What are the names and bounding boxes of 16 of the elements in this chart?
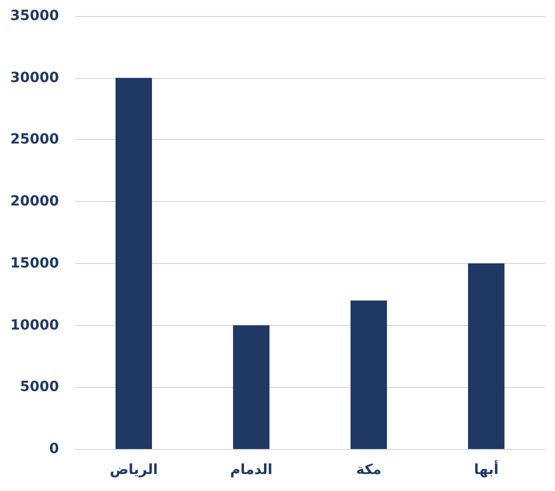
bar [233, 325, 270, 449]
bar [350, 300, 387, 449]
x-tick-label: الدمام [230, 462, 272, 478]
y-tick-label: 15000 [10, 255, 60, 272]
bar [468, 263, 504, 449]
y-tick-label: 25000 [10, 132, 60, 148]
y-tick-label: 30000 [10, 70, 60, 86]
y-tick-label: 0 [49, 441, 60, 457]
x-tick-label: أبها [474, 460, 499, 478]
x-tick-label: الرياض [110, 462, 158, 478]
bar [116, 78, 152, 449]
y-tick-label: 10000 [10, 317, 60, 334]
y-tick-label: 35000 [10, 8, 60, 24]
y-tick-label: 20000 [10, 194, 60, 210]
x-tick-label: مكة [356, 462, 382, 478]
y-tick-label: 5000 [20, 379, 60, 396]
